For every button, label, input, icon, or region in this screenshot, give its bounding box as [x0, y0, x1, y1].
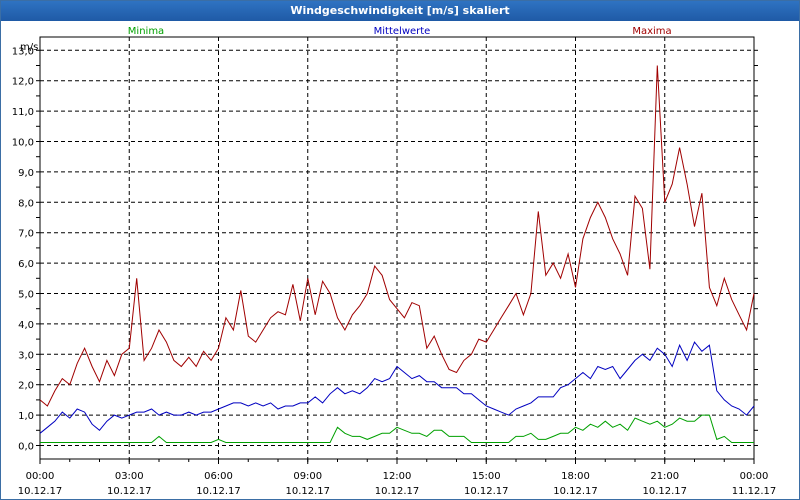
y-tick-label: 2,0: [18, 381, 34, 392]
x-tick-date: 10.12.17: [375, 486, 420, 497]
x-tick-time: 03:00: [115, 471, 144, 482]
legend-maxima: Maxima: [632, 26, 671, 37]
window-title: Windgeschwindigkeit [m/s] skaliert: [1, 1, 799, 21]
x-tick-date: 10.12.17: [285, 486, 330, 497]
x-tick-time: 12:00: [383, 471, 412, 482]
x-tick-date: 10.12.17: [642, 486, 687, 497]
y-tick-label: 13,0: [12, 46, 34, 57]
x-tick-time: 18:00: [561, 471, 590, 482]
x-tick-date: 11.12.17: [732, 486, 777, 497]
x-tick-time: 21:00: [650, 471, 679, 482]
x-tick-date: 10.12.17: [553, 486, 598, 497]
y-tick-label: 8,0: [18, 198, 34, 209]
y-tick-label: 6,0: [18, 259, 34, 270]
y-tick-label: 4,0: [18, 320, 34, 331]
y-tick-label: 12,0: [12, 77, 34, 88]
series-line-minima: [40, 414, 754, 443]
y-tick-label: 11,0: [12, 107, 34, 118]
x-tick-date: 10.12.17: [18, 486, 63, 497]
x-tick-date: 10.12.17: [107, 486, 152, 497]
y-tick-label: 0,0: [18, 442, 34, 453]
series-line-mittelwerte: [39, 341, 755, 434]
x-tick-date: 10.12.17: [196, 486, 241, 497]
x-tick-time: 09:00: [293, 471, 322, 482]
x-tick-time: 00:00: [26, 471, 55, 482]
legend-mittelwerte: Mittelwerte: [374, 26, 431, 37]
y-tick-label: 10,0: [12, 138, 34, 149]
x-tick-time: 15:00: [472, 471, 501, 482]
y-tick-label: 7,0: [18, 229, 34, 240]
series-line-maxima: [39, 65, 755, 407]
y-tick-label: 5,0: [18, 290, 34, 301]
x-tick-time: 06:00: [204, 471, 233, 482]
x-tick-date: 10.12.17: [464, 486, 509, 497]
legend-minima: Minima: [128, 26, 164, 37]
x-tick-time: 00:00: [740, 471, 769, 482]
y-tick-label: 1,0: [18, 411, 34, 422]
y-axis-unit: m/s: [20, 42, 38, 53]
y-tick-label: 3,0: [18, 350, 34, 361]
y-tick-label: 9,0: [18, 168, 34, 179]
